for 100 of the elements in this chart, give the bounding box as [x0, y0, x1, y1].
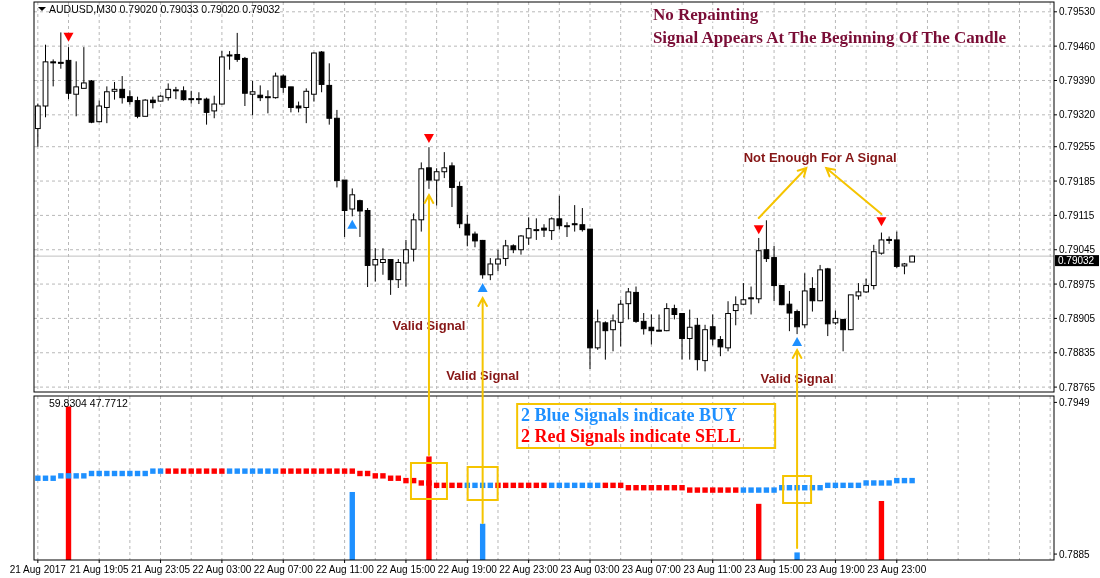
point: [180, 468, 187, 474]
candlestick: [656, 313, 662, 332]
point: [349, 468, 355, 474]
point: [249, 468, 256, 474]
candlestick: [564, 221, 570, 238]
point: [219, 468, 225, 474]
candlestick: [265, 89, 271, 114]
candlestick: [748, 286, 754, 315]
y-tick-label: 0.79320: [1059, 109, 1096, 121]
candlestick: [380, 247, 386, 276]
point: [380, 473, 386, 479]
x-tick-label: 23 Aug 11:00: [683, 564, 743, 575]
point: [733, 487, 739, 493]
point: [280, 468, 286, 474]
candlestick: [196, 91, 202, 105]
point: [234, 468, 240, 474]
candlestick: [886, 235, 892, 245]
annotation: Signal Appears At The Beginning Of The Candle: [652, 28, 1007, 47]
candlestick: [126, 89, 133, 106]
annotation: No Repainting: [652, 5, 759, 24]
point: [65, 473, 72, 479]
point: [702, 487, 708, 493]
point: [81, 473, 87, 479]
point: [96, 470, 102, 477]
x-tick-label: 22 Aug 15:00: [376, 564, 436, 575]
candlestick: [249, 80, 256, 116]
point: [878, 480, 885, 486]
point: [104, 470, 110, 477]
point: [449, 482, 455, 489]
candlestick: [541, 223, 547, 238]
x-tick-label: 21 Aug 23:05: [131, 564, 191, 575]
point: [35, 475, 41, 481]
point: [303, 468, 309, 474]
candlestick: [288, 86, 294, 113]
point: [188, 468, 194, 474]
point: [710, 487, 716, 493]
y-tick-label: 0.79255: [1059, 141, 1096, 153]
annotation: 2 Blue Signals indicate BUY: [520, 405, 738, 425]
x-tick-label: 23 Aug 23:00: [867, 564, 927, 575]
point: [63, 32, 74, 42]
point: [272, 468, 279, 474]
y-tick-label: 0.79530: [1059, 6, 1096, 18]
y-tick-label: 0.7885: [1059, 548, 1091, 560]
point: [886, 480, 892, 486]
point: [318, 468, 325, 474]
point: [347, 219, 358, 229]
point: [687, 487, 693, 493]
y-tick-label: 0.79115: [1059, 209, 1095, 221]
point: [119, 470, 125, 477]
point: [211, 468, 217, 474]
point: [518, 482, 524, 489]
candlestick: [403, 239, 409, 288]
x-tick-label: 21 Aug 19:05: [69, 564, 130, 575]
point: [909, 477, 915, 484]
candlestick: [426, 146, 432, 190]
point: [679, 485, 685, 491]
point: [372, 473, 378, 479]
candlestick: [840, 318, 846, 352]
candlestick: [794, 309, 800, 335]
point: [817, 485, 823, 491]
point: [423, 133, 434, 143]
point: [58, 473, 64, 479]
candlestick: [495, 249, 501, 272]
point: [242, 468, 248, 474]
point: [740, 487, 747, 493]
point: [257, 468, 263, 474]
candlestick: [449, 161, 455, 208]
y-tick-label: 0.7949: [1059, 396, 1091, 408]
point: [876, 217, 887, 227]
x-tick-label: 23 Aug 15:00: [744, 564, 804, 575]
point: [792, 336, 803, 346]
point: [50, 475, 56, 481]
y-tick-label: 0.78975: [1059, 278, 1096, 290]
point: [763, 487, 770, 493]
point: [357, 470, 363, 477]
point: [472, 482, 478, 489]
point: [150, 468, 156, 474]
point: [717, 487, 724, 493]
point: [341, 468, 348, 474]
annotation: 2 Red Signals indicate SELL: [520, 426, 742, 446]
candlestick: [617, 299, 624, 347]
y-tick-label: 0.79045: [1059, 244, 1096, 256]
x-tick-label: 23 Aug 07:00: [621, 564, 682, 575]
x-tick-label: 23 Aug 19:00: [805, 564, 866, 575]
x-tick-label: 22 Aug 11:00: [315, 564, 375, 575]
point: [610, 482, 616, 489]
candlestick: [464, 214, 471, 247]
point: [157, 468, 164, 474]
y-tick-label: 0.79390: [1059, 74, 1096, 86]
chart-title: 59.8304 47.7712: [49, 397, 128, 409]
candlestick: [610, 313, 616, 352]
point: [295, 468, 302, 474]
point: [477, 283, 488, 292]
x-tick-label: 23 Aug 03:00: [560, 564, 620, 575]
candlestick: [625, 287, 632, 320]
point: [564, 482, 570, 489]
point: [334, 468, 340, 474]
y-tick-label: 0.78905: [1059, 312, 1096, 324]
point: [756, 487, 762, 493]
y-tick-label: 0.79460: [1059, 40, 1096, 52]
